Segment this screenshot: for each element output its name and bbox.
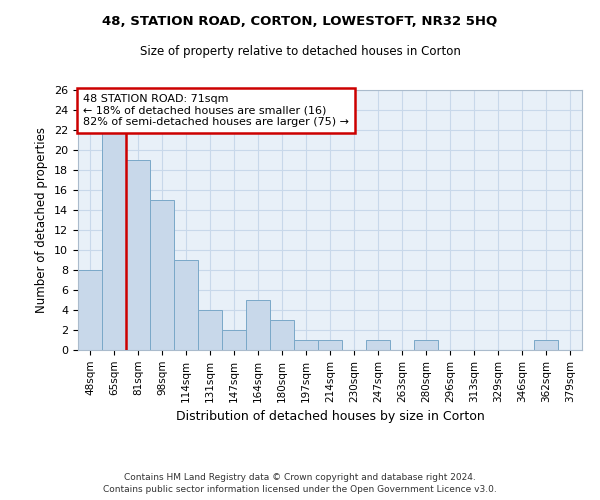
Text: 48 STATION ROAD: 71sqm
← 18% of detached houses are smaller (16)
82% of semi-det: 48 STATION ROAD: 71sqm ← 18% of detached… <box>83 94 349 127</box>
Bar <box>414 340 438 350</box>
Bar <box>270 320 294 350</box>
Y-axis label: Number of detached properties: Number of detached properties <box>35 127 49 313</box>
Bar <box>126 160 150 350</box>
Text: Contains public sector information licensed under the Open Government Licence v3: Contains public sector information licen… <box>103 485 497 494</box>
Bar <box>534 340 558 350</box>
Bar <box>222 330 246 350</box>
Bar <box>246 300 270 350</box>
Bar <box>294 340 318 350</box>
Bar <box>174 260 198 350</box>
Bar <box>78 270 102 350</box>
Bar <box>366 340 390 350</box>
Bar <box>150 200 174 350</box>
Text: Size of property relative to detached houses in Corton: Size of property relative to detached ho… <box>140 45 460 58</box>
Text: Contains HM Land Registry data © Crown copyright and database right 2024.: Contains HM Land Registry data © Crown c… <box>124 472 476 482</box>
Bar <box>102 130 126 350</box>
Bar <box>318 340 342 350</box>
Bar <box>198 310 222 350</box>
X-axis label: Distribution of detached houses by size in Corton: Distribution of detached houses by size … <box>176 410 484 423</box>
Text: 48, STATION ROAD, CORTON, LOWESTOFT, NR32 5HQ: 48, STATION ROAD, CORTON, LOWESTOFT, NR3… <box>103 15 497 28</box>
